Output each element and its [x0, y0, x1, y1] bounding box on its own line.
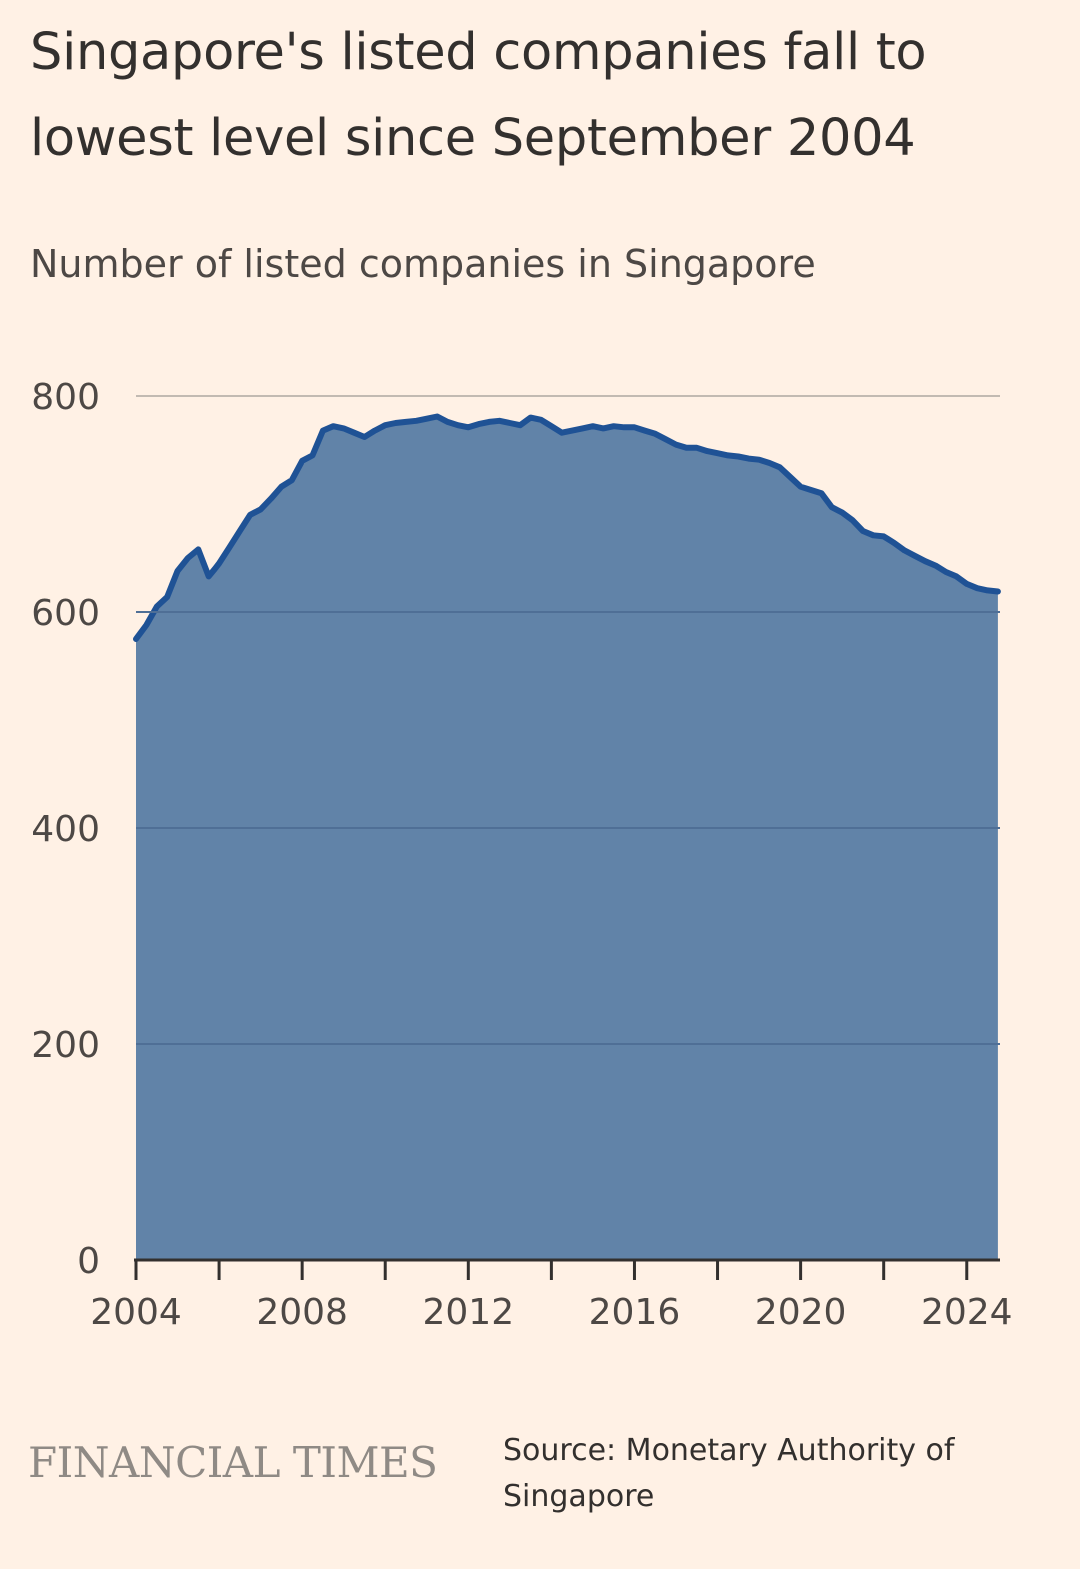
x-axis [134, 611, 1000, 1280]
x-tick-label: 2012 [422, 1292, 514, 1333]
y-axis-labels: 0 200 400 600 800 [31, 377, 100, 1282]
x-tick-label: 2020 [755, 1292, 847, 1333]
x-tick-label: 2004 [90, 1292, 182, 1333]
ft-logo: FINANCIAL TIMES [28, 1438, 438, 1487]
area-fill [136, 416, 998, 1260]
y-tick-label: 0 [77, 1241, 100, 1282]
x-tick-label: 2016 [589, 1292, 681, 1333]
series-line [133, 413, 1001, 642]
x-tick-label: 2024 [921, 1292, 1013, 1333]
y-tick-label: 400 [31, 809, 100, 850]
y-tick-label: 600 [31, 593, 100, 634]
chart-subtitle: Number of listed companies in Singapore [30, 242, 816, 286]
y-tick-label: 800 [31, 377, 100, 418]
x-axis-labels: 2004 2008 2012 2016 2020 2024 [90, 1292, 1012, 1333]
chart-title: Singapore's listed companies fall to low… [30, 23, 927, 168]
x-tick-label: 2008 [256, 1292, 348, 1333]
y-tick-label: 200 [31, 1025, 100, 1066]
source-note: Source: Monetary Authority of Singapore [503, 1433, 955, 1514]
